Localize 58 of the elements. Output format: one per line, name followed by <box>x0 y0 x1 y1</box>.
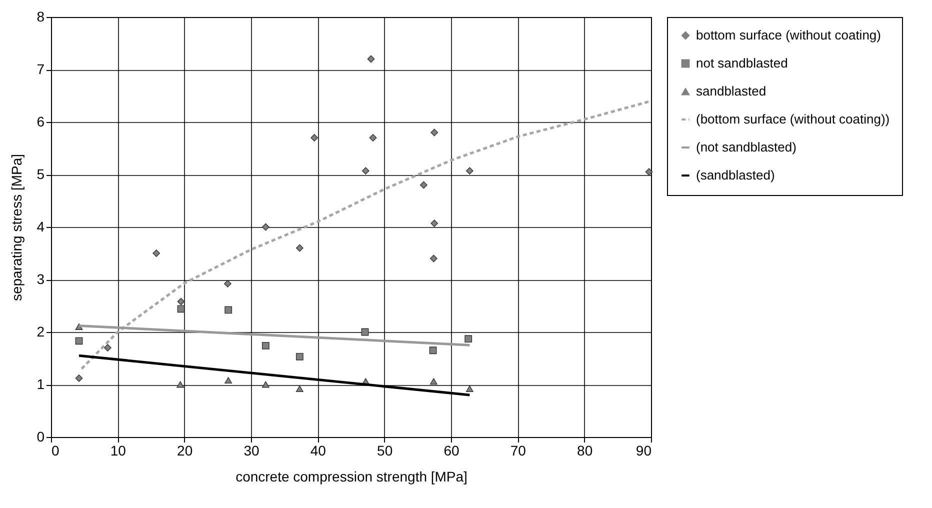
y-tick-label: 3 <box>36 271 45 287</box>
x-tick-label: 60 <box>444 442 460 458</box>
legend-label: not sandblasted <box>696 56 788 70</box>
x-axis-title: concrete compression strength [MPa] <box>236 468 468 484</box>
x-tick-label: 10 <box>110 442 126 458</box>
point <box>430 128 438 136</box>
legend-label: bottom surface (without coating) <box>696 28 881 42</box>
point <box>361 328 369 336</box>
point <box>466 385 474 392</box>
point <box>429 346 437 354</box>
point <box>75 337 83 345</box>
legend-label: sandblasted <box>696 84 766 98</box>
point <box>104 344 112 352</box>
legend-label: (bottom surface (without coating)) <box>696 112 890 126</box>
y-tick-label: 2 <box>36 324 45 340</box>
y-axis-title: separating stress [MPa] <box>8 154 25 302</box>
point <box>296 352 304 360</box>
y-tick-label: 4 <box>36 218 45 234</box>
point <box>362 167 370 175</box>
point <box>262 381 270 388</box>
x-tick-label: 40 <box>310 442 326 458</box>
point <box>224 280 232 288</box>
point <box>296 244 304 252</box>
point <box>466 167 474 175</box>
y-tick-label: 7 <box>36 61 45 77</box>
point <box>176 381 184 388</box>
point <box>224 377 232 384</box>
point <box>420 181 428 189</box>
y-tick-label: 6 <box>36 114 45 130</box>
legend-label: (sandblasted) <box>696 168 775 182</box>
x-tick-label: 0 <box>52 442 60 458</box>
point <box>430 254 438 262</box>
y-tick-label: 5 <box>36 166 45 182</box>
point <box>430 378 438 385</box>
point <box>177 305 185 313</box>
point <box>369 134 377 142</box>
y-tick-label: 1 <box>36 376 45 392</box>
point <box>152 250 160 257</box>
point <box>224 306 232 314</box>
point <box>645 168 653 176</box>
x-tick-label: 80 <box>577 442 593 458</box>
x-tick-label: 90 <box>636 442 652 458</box>
x-tick-label: 70 <box>510 442 526 458</box>
point <box>262 223 270 231</box>
y-tick-label: 8 <box>36 8 45 24</box>
point <box>310 134 318 142</box>
x-tick-label: 50 <box>377 442 393 458</box>
legend-label: (not sandblasted) <box>696 140 796 154</box>
x-tick-label: 30 <box>244 442 260 458</box>
x-tick-label: 20 <box>177 442 193 458</box>
point <box>296 385 304 392</box>
point <box>430 220 438 228</box>
point <box>367 55 375 63</box>
point <box>75 374 83 382</box>
y-tick-label: 0 <box>36 428 45 444</box>
point <box>177 298 185 306</box>
point <box>464 335 472 343</box>
point <box>262 342 270 350</box>
